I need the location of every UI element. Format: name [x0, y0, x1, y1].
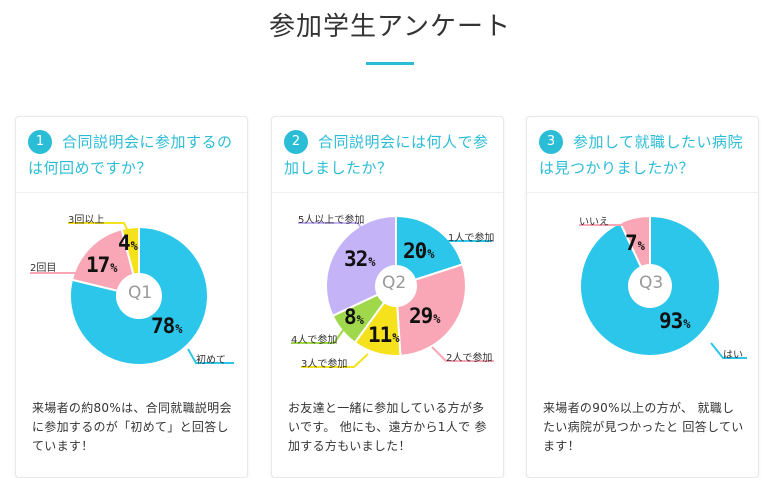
value-label-third-plus: 4% — [118, 231, 138, 255]
value-label-five-plus: 32% — [344, 247, 376, 271]
card-header: 2 合同説明会には何人で参加しましたか？ — [272, 117, 503, 193]
card-description: 来場者の90%以上の方が、 就職したい病院が見つかったと 回答しています！ — [543, 401, 744, 453]
chart-center-label: Q3 — [639, 273, 664, 293]
chart-q3: Q3 93% 7% はい いいえ — [527, 203, 758, 383]
card-header: 1 合同説明会に参加するのは何回めですか？ — [16, 117, 247, 193]
question-text: 合同説明会には何人で参加しましたか？ — [284, 133, 489, 177]
value-label-second: 17% — [86, 253, 118, 277]
question-text: 合同説明会に参加するのは何回めですか？ — [28, 133, 233, 177]
pie-chart-q1-svg — [30, 222, 234, 366]
title-underline — [366, 62, 414, 65]
pie-chart-q2-svg — [291, 214, 494, 368]
value-label-four: 8% — [344, 305, 364, 329]
category-label-no: いいえ — [579, 217, 609, 228]
category-label-five-plus: 5人以上で参加 — [298, 215, 365, 226]
question-number-badge: 1 — [28, 130, 52, 154]
leader-line — [298, 222, 365, 234]
leader-line — [579, 224, 638, 234]
category-label-four: 4人で参加 — [291, 335, 338, 346]
leader-line — [187, 348, 234, 364]
value-label-two: 29% — [409, 304, 441, 328]
donut-hole — [629, 265, 671, 307]
chart-q2: Q2 20% 29% 11% 8% 32% 1人で参加 2人で参加 3人で参加 … — [272, 203, 503, 383]
survey-card-q1: 1 合同説明会に参加するのは何回めですか？ Q1 78% 17% 4% 初めて 2… — [15, 116, 248, 478]
question-number-badge: 2 — [284, 130, 308, 154]
chart-center-label: Q1 — [128, 283, 153, 303]
leader-line — [301, 353, 369, 368]
card-description: お友達と一緒に参加している方が多いです。 他にも、遠方から1人で 参加する方もい… — [288, 401, 487, 453]
value-label-alone: 20% — [403, 239, 435, 263]
question-text: 参加して就職したい病院は見つかりましたか？ — [539, 133, 744, 177]
value-label-three: 11% — [368, 323, 400, 347]
card-description: 来場者の約80%は、合同就職説明会に参加するのが「初めて」と回答しています！ — [32, 401, 232, 453]
pie-chart-q3-svg — [579, 214, 747, 359]
leader-line — [30, 268, 87, 274]
chart-center-label: Q2 — [382, 273, 407, 293]
category-label-first: 初めて — [196, 355, 226, 366]
category-label-yes: はい — [723, 350, 743, 361]
category-label-third-plus: 3回以上 — [68, 215, 105, 226]
leader-line — [710, 342, 747, 359]
value-label-no: 7% — [625, 231, 645, 255]
category-label-second: 2回目 — [30, 263, 57, 274]
category-label-two: 2人で参加 — [446, 353, 493, 364]
survey-card-q2: 2 合同説明会には何人で参加しましたか？ Q2 20% 29% 11% 8% 32… — [271, 116, 504, 478]
question-number-badge: 3 — [539, 130, 563, 154]
page-title: 参加学生アンケート — [269, 12, 511, 42]
leader-line — [431, 240, 492, 250]
chart-q1: Q1 78% 17% 4% 初めて 2回目 3回以上 — [16, 203, 247, 383]
leader-line — [431, 346, 494, 362]
value-label-first: 78% — [151, 314, 183, 338]
card-header: 3 参加して就職したい病院は見つかりましたか？ — [527, 117, 758, 193]
value-label-yes: 93% — [659, 309, 691, 333]
leader-line — [291, 328, 345, 344]
survey-card-q3: 3 参加して就職したい病院は見つかりましたか？ Q3 93% 7% はい いいえ … — [526, 116, 759, 478]
category-label-three: 3人で参加 — [301, 359, 348, 370]
category-label-alone: 1人で参加 — [448, 233, 495, 244]
leader-line — [68, 222, 130, 234]
donut-hole — [117, 274, 161, 318]
donut-hole — [376, 266, 416, 306]
